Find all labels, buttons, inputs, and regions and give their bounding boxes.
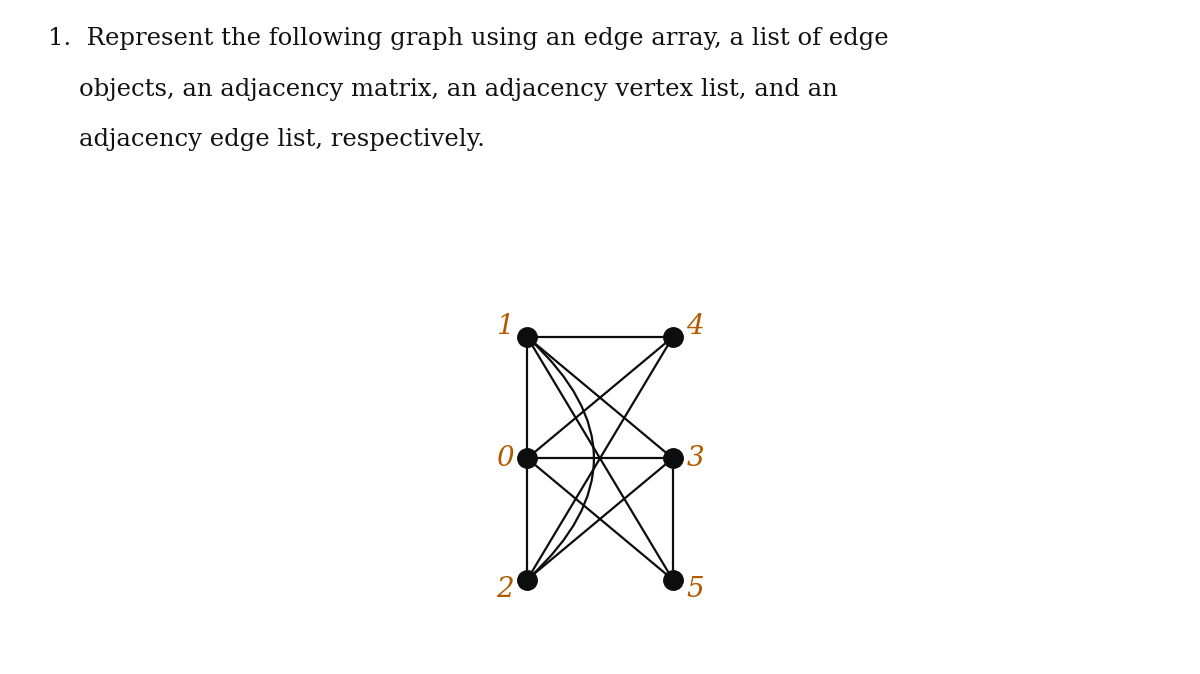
Text: 2: 2 bbox=[496, 576, 514, 603]
Text: objects, an adjacency matrix, an adjacency vertex list, and an: objects, an adjacency matrix, an adjacen… bbox=[48, 78, 838, 100]
FancyArrowPatch shape bbox=[529, 339, 594, 578]
Text: 3: 3 bbox=[686, 445, 704, 472]
Text: 1.  Represent the following graph using an edge array, a list of edge: 1. Represent the following graph using a… bbox=[48, 27, 889, 50]
Text: 5: 5 bbox=[686, 576, 704, 603]
Text: 4: 4 bbox=[686, 313, 704, 340]
Text: 1: 1 bbox=[496, 313, 514, 340]
Text: 0: 0 bbox=[496, 445, 514, 472]
Text: adjacency edge list, respectively.: adjacency edge list, respectively. bbox=[48, 128, 485, 151]
